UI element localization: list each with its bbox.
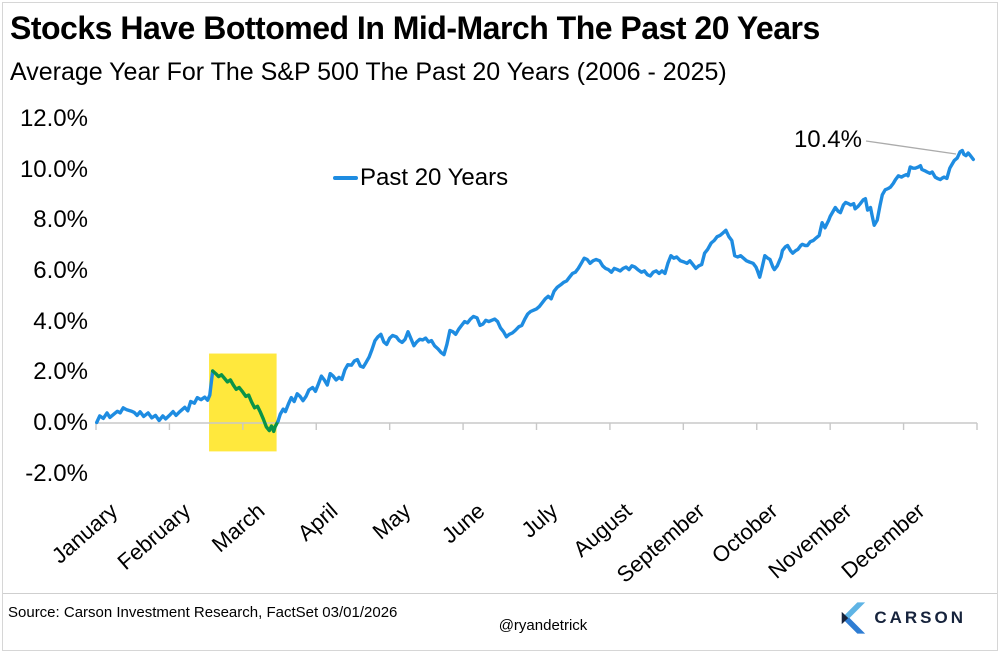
chart-subtitle: Average Year For The S&P 500 The Past 20… [10,58,727,86]
twitter-handle: @ryandetrick [498,617,588,634]
annotation-leader-line [865,140,957,155]
end-value-annotation: 10.4% [793,126,862,153]
y-axis-tick-label: 6.0% [33,256,88,284]
y-axis-tick-label: -2.0% [25,459,88,487]
source-text: Source: Carson Investment Research, Fact… [8,604,398,621]
y-axis-tick-label: 4.0% [33,307,88,335]
series-line-green [210,369,280,434]
y-axis-tick-label: 12.0% [19,104,88,132]
carson-logo-text: CARSON [874,608,966,627]
y-axis-tick-label: 2.0% [33,358,88,386]
y-axis-tick-label: 10.0% [19,155,88,183]
series-line-blue [94,369,215,425]
legend: Past 20 Years [333,164,508,192]
chart-title: Stocks Have Bottomed In Mid-March The Pa… [10,10,820,46]
y-axis-tick-label: 0.0% [33,409,88,436]
legend-label: Past 20 Years [360,164,509,191]
series-line-blue [276,148,975,423]
carson-logo: CARSON [840,601,966,635]
march-highlight-band [209,353,277,452]
legend-line-marker [333,176,358,180]
carson-logo-icon [842,602,866,634]
footer-divider [2,593,998,594]
y-axis-tick-label: 8.0% [33,206,88,234]
